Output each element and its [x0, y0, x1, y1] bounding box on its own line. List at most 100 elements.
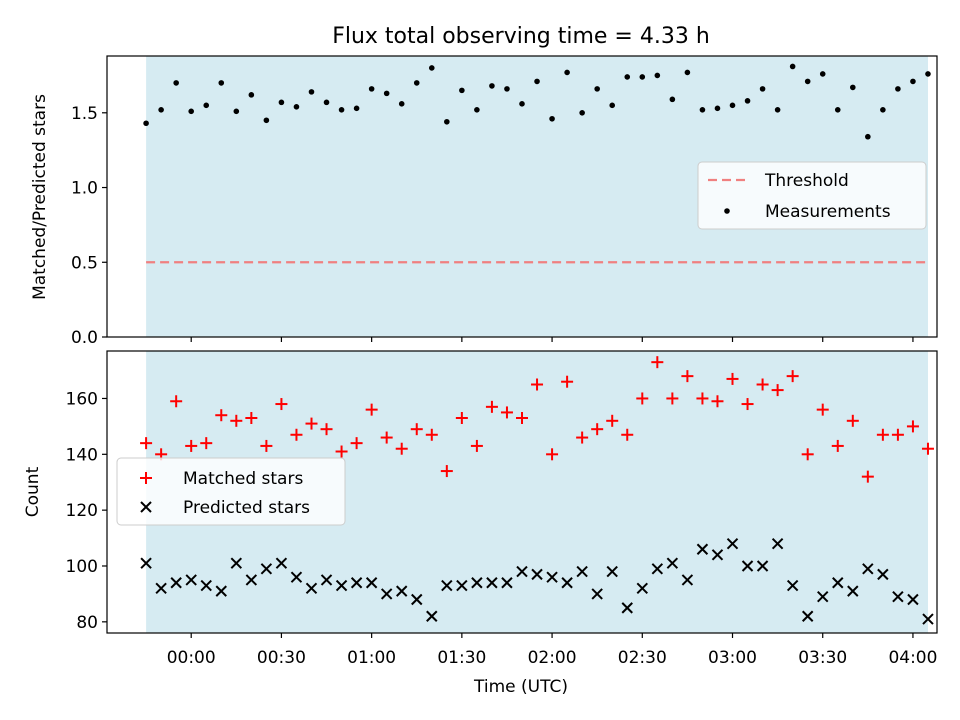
- predicted-star-point: [651, 563, 664, 575]
- predicted-star-point: [877, 568, 889, 581]
- predicted-star-point: [170, 577, 182, 589]
- predicted-star-point: [922, 613, 934, 625]
- matched-star-point: [531, 378, 544, 391]
- ratio-y-ticks: 0.0 0.5 1.0 1.5: [71, 104, 107, 348]
- x-axis-label: Time (UTC): [473, 677, 568, 697]
- y-tick-label: 140: [66, 445, 98, 465]
- predicted-star-point: [486, 577, 498, 589]
- matched-star-point: [516, 412, 528, 425]
- measurement-point: [489, 83, 495, 89]
- predicted-star-point: [275, 557, 288, 569]
- measurement-point: [639, 74, 646, 80]
- x-tick-label: 03:00: [708, 648, 757, 668]
- predicted-star-point: [621, 602, 633, 614]
- measurement-point: [925, 71, 931, 77]
- measurement-point: [398, 101, 405, 107]
- matched-star-point: [591, 423, 604, 436]
- x-tick-label: 02:30: [618, 648, 667, 668]
- matched-star-point: [561, 375, 574, 388]
- predicted-star-point: [741, 560, 754, 572]
- measurement-point: [729, 102, 736, 109]
- count-axes-frame: [106, 350, 938, 634]
- matched-star-point: [470, 439, 483, 452]
- matched-star-point: [410, 423, 423, 436]
- matched-star-point: [636, 392, 649, 405]
- measurement-point: [203, 102, 210, 109]
- measurement-point: [759, 86, 766, 92]
- count-panel: 00:00 00:30 01:00 01:30 02:00 02:30 03:00 03:30…: [23, 350, 938, 697]
- matched-star-point: [380, 431, 393, 444]
- x-tick-label: 02:00: [528, 648, 577, 668]
- measurement-point: [834, 107, 841, 113]
- matched-star-point: [485, 400, 498, 413]
- predicted-star-point: [350, 577, 363, 589]
- matched-star-point: [801, 448, 814, 461]
- predicted-star-point: [666, 557, 679, 569]
- predicted-star-point: [365, 577, 378, 589]
- matched-star-point: [395, 442, 408, 455]
- legend-measurements-swatch: [724, 208, 730, 214]
- predicted-star-point: [892, 590, 904, 603]
- matched-star-point: [621, 428, 634, 441]
- measurement-point: [353, 105, 360, 112]
- measurement-point: [895, 86, 901, 92]
- predicted-star-point: [185, 574, 197, 586]
- measurement-point: [684, 69, 691, 76]
- matched-star-point: [786, 370, 799, 383]
- predicted-star-point: [862, 563, 874, 575]
- measurement-point: [534, 78, 540, 85]
- measurement-point: [444, 118, 450, 125]
- ratio-y-axis-label: Matched/Predicted stars: [30, 94, 50, 300]
- predicted-star-point: [847, 585, 859, 597]
- predicted-star-point: [546, 571, 558, 583]
- matched-star-point: [185, 439, 198, 452]
- matched-star-point: [335, 445, 348, 458]
- measurement-point: [865, 133, 871, 140]
- legend-predicted-label: Predicted stars: [183, 498, 310, 518]
- y-tick-label: 100: [66, 557, 98, 577]
- x-tick-label: 01:30: [437, 648, 486, 668]
- predicted-star-point: [832, 577, 844, 589]
- legend-matched-swatch: [140, 472, 152, 484]
- measurement-point: [579, 109, 585, 116]
- matched-star-point: [891, 428, 904, 441]
- predicted-star-point: [290, 571, 303, 583]
- measurement-point: [459, 87, 465, 94]
- matched-star-point: [215, 409, 228, 422]
- legend-matched-label: Matched stars: [183, 469, 303, 489]
- predicted-star-point: [155, 582, 167, 595]
- measurement-point: [218, 80, 225, 86]
- count-points: [140, 356, 934, 625]
- measurement-point: [774, 107, 781, 113]
- legend-predicted-swatch: [140, 501, 152, 513]
- measurement-point: [413, 80, 420, 86]
- matched-star-point: [846, 414, 859, 427]
- predicted-star-point: [711, 549, 724, 561]
- measurement-point: [233, 108, 240, 115]
- matched-star-point: [230, 414, 243, 427]
- predicted-star-point: [230, 557, 243, 569]
- measurement-point: [248, 92, 255, 98]
- predicted-star-point: [396, 585, 408, 597]
- measurement-point: [263, 117, 270, 124]
- predicted-star-point: [320, 574, 333, 586]
- y-tick-label: 1.0: [71, 179, 98, 199]
- predicted-star-point: [516, 565, 528, 578]
- matched-star-point: [696, 392, 709, 405]
- matched-star-point: [546, 448, 559, 461]
- measurement-point: [308, 89, 315, 95]
- measurement-point: [910, 78, 916, 85]
- x-tick-label: 01:00: [347, 648, 396, 668]
- y-tick-label: 120: [66, 501, 98, 521]
- matched-star-point: [741, 398, 754, 411]
- matched-star-point: [500, 406, 513, 419]
- matched-star-point: [350, 437, 363, 450]
- count-x-ticks: 00:00 00:30 01:00 01:30 02:00 02:30 03:00 03:30…: [167, 633, 937, 668]
- predicted-star-point: [561, 577, 573, 589]
- measurement-point: [188, 108, 195, 115]
- measurement-point: [654, 72, 661, 79]
- matched-star-point: [921, 442, 934, 455]
- predicted-star-point: [681, 574, 694, 586]
- matched-star-point: [365, 403, 378, 416]
- measurement-point: [519, 101, 525, 107]
